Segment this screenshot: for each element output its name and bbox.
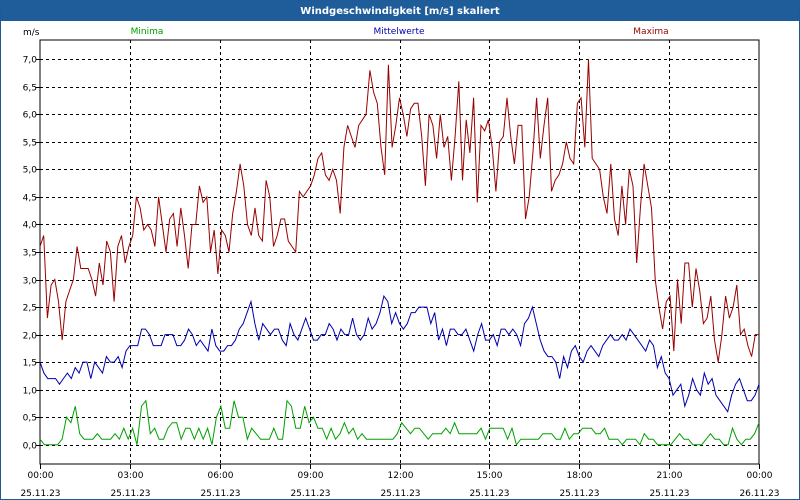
- x-tick-time-label: 03:00: [118, 471, 144, 481]
- x-tick-date-label: 25.11.23: [649, 489, 689, 499]
- legend-maxima: Maxima: [633, 27, 668, 37]
- window-title: Windgeschwindigkeit [m/s] skaliert: [1, 1, 799, 21]
- x-tick-time-label: 00:00: [28, 471, 54, 481]
- y-tick-label: 0,0: [23, 442, 38, 452]
- y-tick-label: 1,5: [23, 359, 37, 369]
- x-tick-time-label: 00:00: [747, 471, 773, 481]
- x-tick-date-label: 26.11.23: [739, 489, 779, 499]
- series-line-maxima: [39, 59, 759, 363]
- y-tick-label: 6,0: [23, 111, 38, 121]
- y-tick-label: 4,5: [23, 194, 37, 204]
- x-tick-time-label: 15:00: [477, 471, 503, 481]
- y-axis-label: m/s: [23, 28, 40, 38]
- x-tick-time-label: 18:00: [567, 471, 593, 481]
- x-tick-time-label: 09:00: [298, 471, 324, 481]
- y-tick-label: 1,0: [23, 387, 38, 397]
- x-tick-time-label: 06:00: [208, 471, 234, 481]
- y-tick-label: 4,0: [23, 221, 38, 231]
- y-tick-label: 0,5: [23, 414, 37, 424]
- x-tick-date-label: 25.11.23: [380, 489, 420, 499]
- x-tick-date-label: 25.11.23: [290, 489, 330, 499]
- series-line-minima: [39, 399, 760, 446]
- grid: [40, 40, 759, 464]
- x-tick-date-label: 25.11.23: [200, 489, 240, 499]
- y-tick-label: 6,5: [23, 84, 37, 94]
- y-tick-label: 2,5: [23, 304, 37, 314]
- x-tick-date-label: 25.11.23: [20, 489, 60, 499]
- x-tick-time-label: 12:00: [388, 471, 414, 481]
- x-tick-date-label: 25.11.23: [469, 489, 509, 499]
- y-tick-label: 3,0: [23, 277, 38, 287]
- wind-speed-chart: 0,0 0,5 1,0 1,5 2,0 2,5 3,0 3,5 4,0 4,5 5,0 5,5 6,0 6…: [20, 27, 779, 499]
- legend: Minima Mittelwerte Maxima: [131, 27, 669, 37]
- series-line-mittelwerte: [39, 294, 760, 413]
- legend-mittelwerte: Mittelwerte: [373, 27, 424, 37]
- x-tick-date-label: 25.11.23: [110, 489, 150, 499]
- series: [39, 59, 760, 446]
- y-tick-label: 5,5: [23, 139, 37, 149]
- y-tick-label: 7,0: [23, 56, 38, 66]
- x-tick-time-label: 21:00: [657, 471, 683, 481]
- y-tick-label: 5,0: [23, 166, 38, 176]
- axes: 0,0 0,5 1,0 1,5 2,0 2,5 3,0 3,5 4,0 4,5 5,0 5,5 6,0 6…: [20, 28, 779, 499]
- x-tick-date-label: 25.11.23: [559, 489, 599, 499]
- plot-frame: [39, 39, 760, 465]
- y-tick-label: 3,5: [23, 249, 37, 259]
- y-tick-label: 2,0: [23, 332, 38, 342]
- legend-minima: Minima: [131, 27, 164, 37]
